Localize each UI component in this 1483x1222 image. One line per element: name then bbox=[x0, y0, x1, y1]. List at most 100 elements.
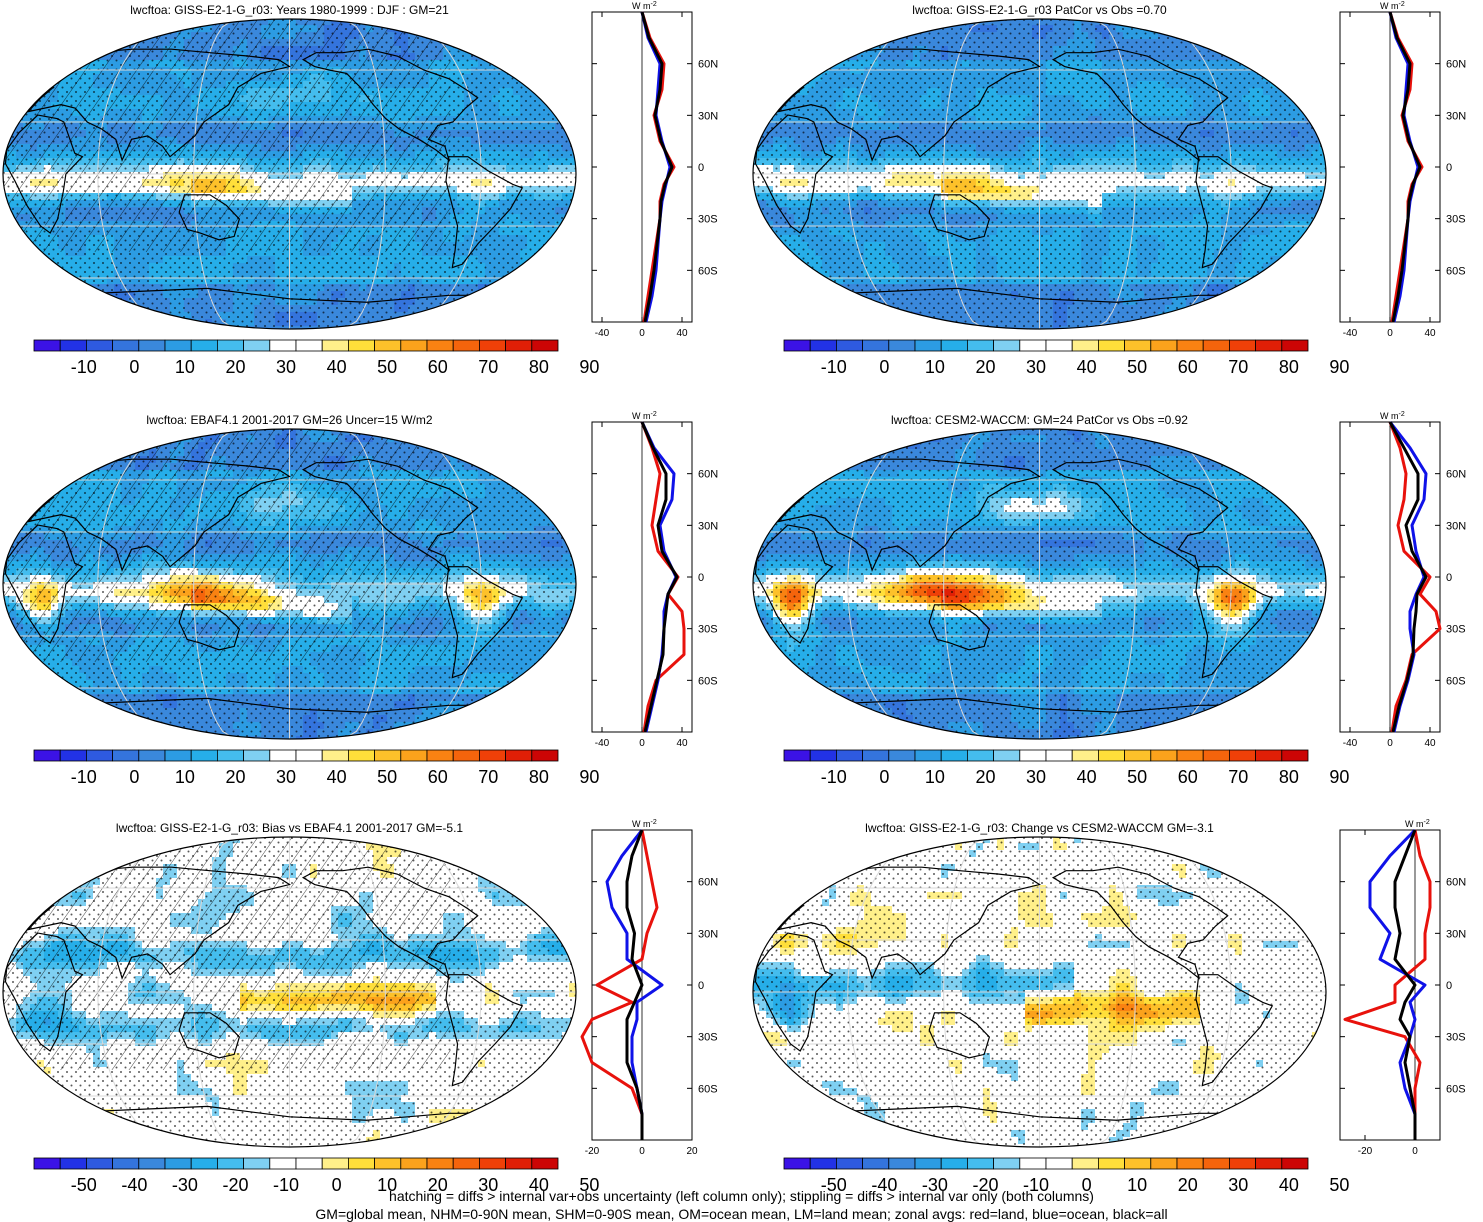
zonal-unit-label: W m-2 bbox=[1380, 411, 1405, 421]
zonal-x-tick-label: 0 bbox=[1387, 738, 1393, 749]
colorbar-swatch bbox=[427, 1158, 453, 1169]
colorbar-swatch bbox=[1072, 750, 1098, 761]
colorbar-swatch bbox=[1046, 340, 1072, 351]
colorbar-swatch bbox=[401, 750, 427, 761]
colorbar-swatch bbox=[270, 750, 296, 761]
colorbar-swatch bbox=[322, 750, 348, 761]
colorbar-swatch bbox=[506, 340, 532, 351]
colorbar-tick-label: 0 bbox=[129, 357, 139, 377]
zonal-y-tick-label: 60S bbox=[1446, 265, 1466, 277]
colorbar-swatch bbox=[296, 340, 322, 351]
colorbar-swatch bbox=[453, 750, 479, 761]
zonal-y-tick-label: 30S bbox=[698, 214, 718, 226]
zonal-x-tick-label: 40 bbox=[1424, 738, 1436, 749]
colorbar-swatch bbox=[60, 750, 86, 761]
colorbar-swatch bbox=[1098, 1158, 1124, 1169]
colorbar-tick-label: 30 bbox=[276, 767, 296, 787]
colorbar-swatch bbox=[86, 750, 112, 761]
colorbar-swatch bbox=[1072, 1158, 1098, 1169]
zonal-x-tick-label: 0 bbox=[1412, 1146, 1418, 1157]
zonal-y-tick-label: 60S bbox=[698, 265, 718, 277]
colorbar-swatch bbox=[1046, 1158, 1072, 1169]
map-heatmap bbox=[2, 428, 577, 740]
colorbar-tick-label: 80 bbox=[1279, 767, 1299, 787]
colorbar-swatch bbox=[784, 1158, 810, 1169]
colorbar-tick-label: 0 bbox=[879, 767, 889, 787]
colorbar-tick-label: 70 bbox=[478, 767, 498, 787]
colorbar-swatch bbox=[836, 340, 862, 351]
zonal-y-tick-label: 60N bbox=[1446, 469, 1466, 481]
colorbar-tick-label: 0 bbox=[129, 767, 139, 787]
colorbar-swatch bbox=[113, 340, 139, 351]
colorbar-swatch bbox=[1098, 340, 1124, 351]
colorbar-swatch bbox=[810, 340, 836, 351]
colorbar-tick-label: 90 bbox=[1329, 767, 1349, 787]
colorbar-tick-label: 40 bbox=[1077, 767, 1097, 787]
colorbar-swatch bbox=[1125, 750, 1151, 761]
colorbar-tick-label: 90 bbox=[579, 357, 599, 377]
zonal-unit-label: W m-2 bbox=[632, 1, 657, 11]
colorbar-swatch bbox=[1125, 340, 1151, 351]
colorbar-tick-label: 90 bbox=[579, 767, 599, 787]
colorbar-swatch bbox=[506, 1158, 532, 1169]
colorbar-swatch bbox=[994, 1158, 1020, 1169]
colorbar-swatch bbox=[836, 750, 862, 761]
colorbar-tick-label: 60 bbox=[1178, 357, 1198, 377]
colorbar-tick-label: 50 bbox=[1127, 767, 1147, 787]
colorbar-swatch bbox=[532, 750, 558, 761]
colorbar-swatch bbox=[191, 1158, 217, 1169]
colorbar-tick-label: -10 bbox=[821, 767, 847, 787]
zonal-y-tick-label: 0 bbox=[1446, 980, 1452, 992]
zonal-y-tick-label: 30S bbox=[698, 624, 718, 636]
colorbar-swatch bbox=[348, 1158, 374, 1169]
zonal-y-tick-label: 30N bbox=[1446, 110, 1466, 122]
colorbar-swatch bbox=[322, 1158, 348, 1169]
colorbar-tick-label: 20 bbox=[225, 767, 245, 787]
colorbar-swatch bbox=[479, 340, 505, 351]
colorbar-swatch bbox=[784, 750, 810, 761]
colorbar-swatch bbox=[1229, 340, 1255, 351]
caption-line-2: GM=global mean, NHM=0-90N mean, SHM=0-90… bbox=[0, 1206, 1483, 1222]
colorbar-tick-label: 40 bbox=[1077, 357, 1097, 377]
colorbar-swatch bbox=[863, 750, 889, 761]
map-heatmap bbox=[2, 18, 577, 330]
colorbar-swatch bbox=[86, 340, 112, 351]
colorbar-tick-label: 50 bbox=[377, 357, 397, 377]
colorbar-swatch bbox=[1229, 1158, 1255, 1169]
zonal-y-tick-label: 30S bbox=[698, 1032, 718, 1044]
colorbar-tick-label: 10 bbox=[925, 767, 945, 787]
colorbar-swatch bbox=[1177, 340, 1203, 351]
colorbar-tick-label: -10 bbox=[71, 357, 97, 377]
map-heatmap bbox=[2, 836, 577, 1148]
colorbar-tick-label: 10 bbox=[175, 767, 195, 787]
panel-title: lwcftoa: GISS-E2-1-G_r03: Change vs CESM… bbox=[865, 821, 1214, 835]
colorbar-swatch bbox=[217, 340, 243, 351]
colorbar-tick-label: 60 bbox=[428, 767, 448, 787]
colorbar-tick-label: 70 bbox=[478, 357, 498, 377]
colorbar-swatch bbox=[60, 340, 86, 351]
colorbar-swatch bbox=[217, 1158, 243, 1169]
colorbar-swatch bbox=[532, 340, 558, 351]
zonal-y-tick-label: 30N bbox=[698, 928, 718, 940]
zonal-series-all bbox=[1395, 830, 1415, 1140]
colorbar-swatch bbox=[1020, 340, 1046, 351]
colorbar-swatch bbox=[1098, 750, 1124, 761]
zonal-y-tick-label: 30S bbox=[1446, 624, 1466, 636]
colorbar-swatch bbox=[915, 1158, 941, 1169]
colorbar-swatch bbox=[34, 340, 60, 351]
colorbar-swatch bbox=[810, 750, 836, 761]
colorbar-swatch bbox=[34, 1158, 60, 1169]
panel-title: lwcftoa: GISS-E2-1-G_r03 PatCor vs Obs =… bbox=[912, 3, 1166, 17]
colorbar-swatch bbox=[810, 1158, 836, 1169]
colorbar-swatch bbox=[296, 1158, 322, 1169]
colorbar-swatch bbox=[191, 750, 217, 761]
colorbar-swatch bbox=[348, 750, 374, 761]
zonal-series-ocean bbox=[642, 12, 670, 322]
colorbar-swatch bbox=[375, 1158, 401, 1169]
map-heatmap bbox=[752, 18, 1327, 330]
colorbar-swatch bbox=[967, 340, 993, 351]
zonal-x-tick-label: 0 bbox=[639, 738, 645, 749]
colorbar-tick-label: 60 bbox=[428, 357, 448, 377]
